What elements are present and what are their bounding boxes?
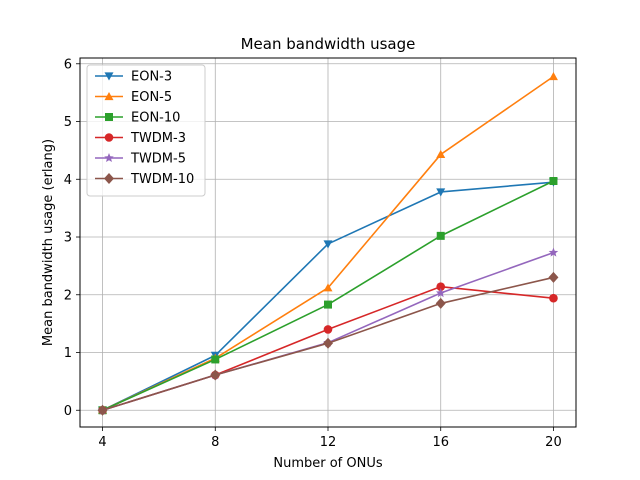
data-point [435,288,446,298]
legend-marker [105,113,113,121]
series-layer [97,71,559,416]
legend: EON-3 EON-5 EON-10 TWDM-3 TWDM-5 TWDM-10 [86,64,206,197]
y-tick-label: 5 [64,115,72,130]
legend-marker [104,92,114,101]
x-tick-label: 12 [320,435,337,450]
x-tick-label: 8 [211,435,219,450]
y-tick-label: 3 [64,231,72,246]
legend-marker [104,72,114,81]
y-tick-label: 0 [64,404,72,419]
legend-marker [104,173,114,184]
legend-item: EON-5 [95,90,172,105]
legend-label: EON-10 [131,111,180,126]
legend-label: EON-3 [131,70,172,85]
data-point [323,325,333,334]
data-point [549,293,558,303]
legend-item: TWDM-5 [95,152,186,167]
legend-label: TWDM-5 [130,152,186,167]
legend-box [86,64,206,197]
legend-label: EON-5 [131,90,172,105]
y-axis-label: Mean bandwidth usage (erlang) [41,139,56,346]
legend-item: EON-3 [95,70,172,85]
data-point [436,188,446,197]
x-tick-label: 20 [545,435,562,450]
chart-title: Mean bandwidth usage [241,35,416,53]
legend-item: TWDM-10 [95,172,194,187]
data-point [435,297,446,309]
data-point [549,177,558,185]
data-point [323,283,333,292]
data-point [323,337,333,349]
data-point [436,149,446,159]
y-tick-label: 1 [64,346,72,361]
y-tick-label: 6 [64,57,72,72]
data-point [436,282,446,291]
legend-item: EON-10 [95,111,180,126]
x-axis-label: Number of ONUs [273,456,382,471]
legend-marker [104,153,114,163]
legend-label: TWDM-3 [130,131,186,146]
data-point [210,369,221,381]
data-point [97,404,108,416]
legend-item: TWDM-3 [95,131,186,146]
data-point [548,271,559,283]
series-twdm-10 [97,271,559,416]
data-point [324,300,332,309]
data-point [436,231,445,240]
legend-label: TWDM-10 [130,172,194,187]
y-tick-label: 2 [64,288,72,303]
data-point [548,247,559,257]
data-point [211,355,220,364]
x-tick-label: 4 [98,435,106,450]
x-tick-label: 16 [432,435,449,450]
data-point [323,240,333,249]
legend-marker [104,133,114,142]
y-tick-label: 4 [64,173,72,188]
data-point [548,71,558,81]
